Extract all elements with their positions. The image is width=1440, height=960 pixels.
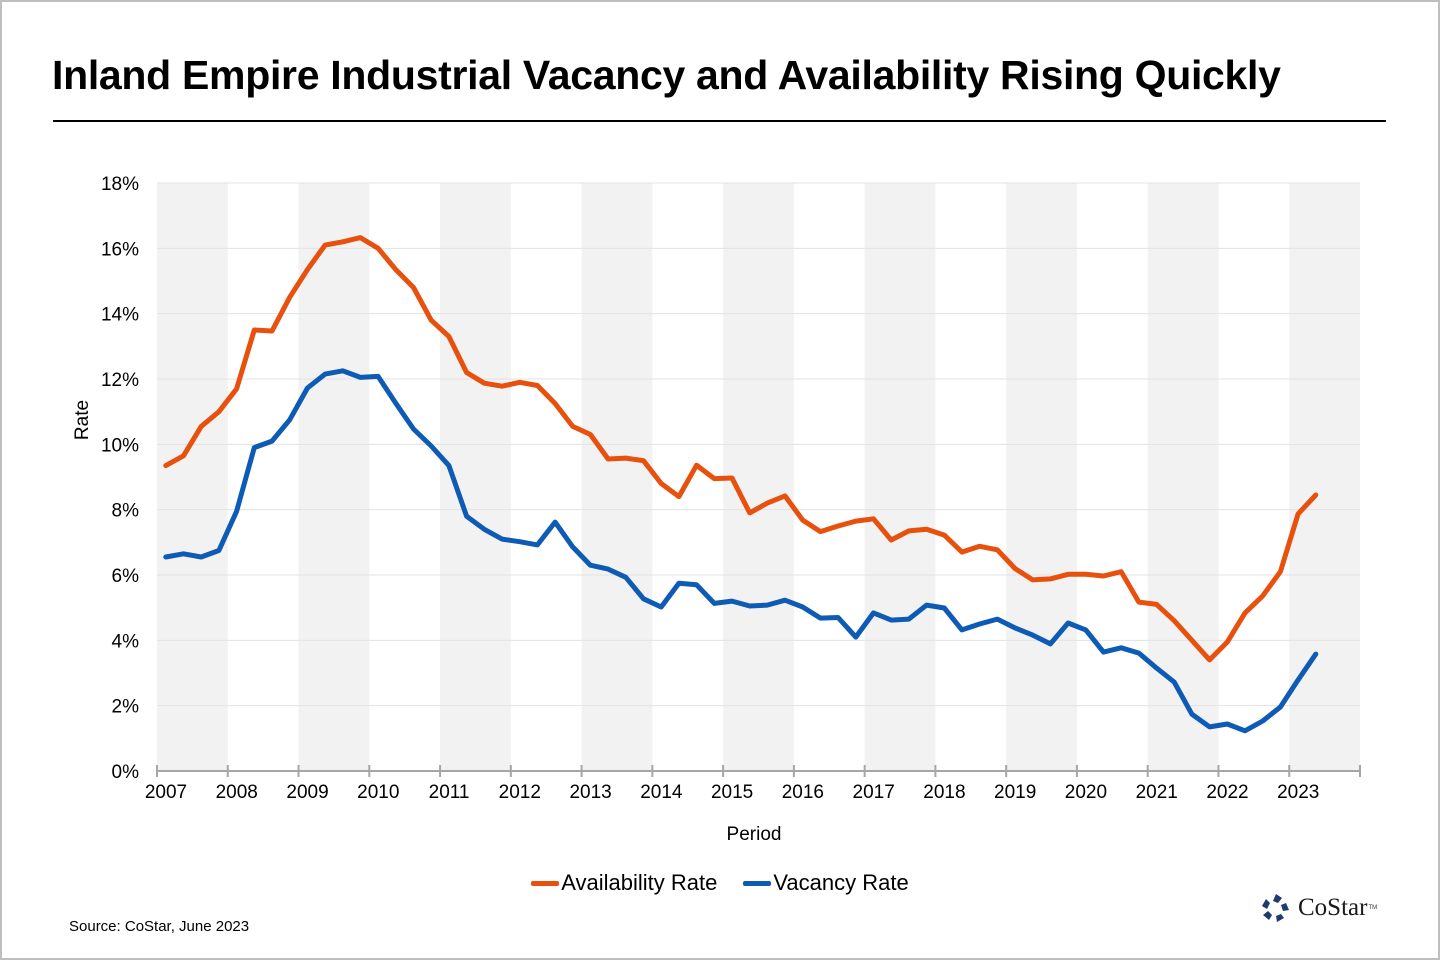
y-tick-label: 10% — [101, 435, 139, 456]
y-axis-ticks: 0% 2% 4% 6% 8% 10% 12% 14% 16% 18% — [101, 174, 139, 783]
x-tick-label: 2010 — [357, 782, 399, 803]
costar-logo-icon — [1262, 894, 1289, 922]
year-band — [1289, 183, 1360, 771]
x-tick-label: 2015 — [711, 782, 753, 803]
legend-swatch-vacancy — [743, 880, 772, 886]
x-tick-label: 2023 — [1277, 782, 1319, 803]
x-tick-label: 2019 — [994, 782, 1036, 803]
x-tick-label: 2020 — [1065, 782, 1107, 803]
y-tick-label: 12% — [101, 370, 139, 391]
gridlines — [157, 182, 1360, 707]
x-tick-label: 2009 — [286, 782, 328, 803]
legend: Availability Rate Vacancy Rate — [0, 870, 1440, 896]
legend-swatch-availability — [531, 880, 560, 886]
legend-label-availability: Availability Rate — [561, 870, 718, 895]
year-band — [298, 183, 370, 771]
x-tick-label: 2012 — [499, 782, 541, 803]
y-tick-label: 4% — [112, 631, 140, 652]
x-axis: 2007 2008 2009 2010 2011 2012 2013 2014 2015 2016… — [145, 765, 1361, 803]
title-underline — [53, 120, 1386, 122]
year-band — [1147, 183, 1219, 771]
x-tick-label: 2017 — [853, 782, 895, 803]
year-band — [581, 183, 653, 771]
x-tick-label: 2013 — [569, 782, 611, 803]
y-tick-label: 6% — [112, 566, 140, 587]
year-band — [864, 183, 936, 771]
year-band — [1006, 183, 1077, 771]
logo-text: CoStar — [1298, 894, 1368, 921]
y-tick-label: 2% — [112, 697, 140, 718]
x-tick-label: 2016 — [782, 782, 824, 803]
x-tick-label: 2022 — [1206, 782, 1248, 803]
x-tick-label: 2014 — [640, 782, 683, 803]
vacancy-rate-line — [163, 368, 1319, 734]
year-band — [723, 183, 794, 771]
y-axis-title: Rate — [72, 400, 93, 440]
y-tick-label: 8% — [112, 501, 140, 522]
y-tick-label: 0% — [112, 762, 140, 783]
x-tick-label: 2021 — [1136, 782, 1178, 803]
x-tick-label: 2007 — [145, 782, 187, 803]
legend-item-availability[interactable]: Availability Rate — [531, 870, 717, 896]
x-tick-label: 2008 — [216, 782, 258, 803]
x-tick-label: 2011 — [429, 782, 470, 803]
source-note: Source: CoStar, June 2023 — [69, 918, 250, 935]
year-band — [157, 183, 228, 771]
availability-rate-line — [163, 235, 1319, 663]
y-tick-label: 16% — [101, 239, 139, 260]
year-bands — [157, 183, 1360, 771]
x-axis-title: Period — [727, 824, 782, 845]
chart-title: Inland Empire Industrial Vacancy and Ava… — [52, 52, 1281, 98]
y-tick-label: 18% — [101, 174, 139, 195]
y-tick-label: 14% — [101, 305, 139, 326]
legend-label-vacancy: Vacancy Rate — [773, 870, 909, 895]
costar-logo: CoStar TM — [1260, 892, 1377, 924]
legend-item-vacancy[interactable]: Vacancy Rate — [743, 870, 909, 896]
x-tick-label: 2018 — [923, 782, 965, 803]
logo-trademark: TM — [1368, 905, 1378, 911]
series-lines — [163, 235, 1319, 734]
